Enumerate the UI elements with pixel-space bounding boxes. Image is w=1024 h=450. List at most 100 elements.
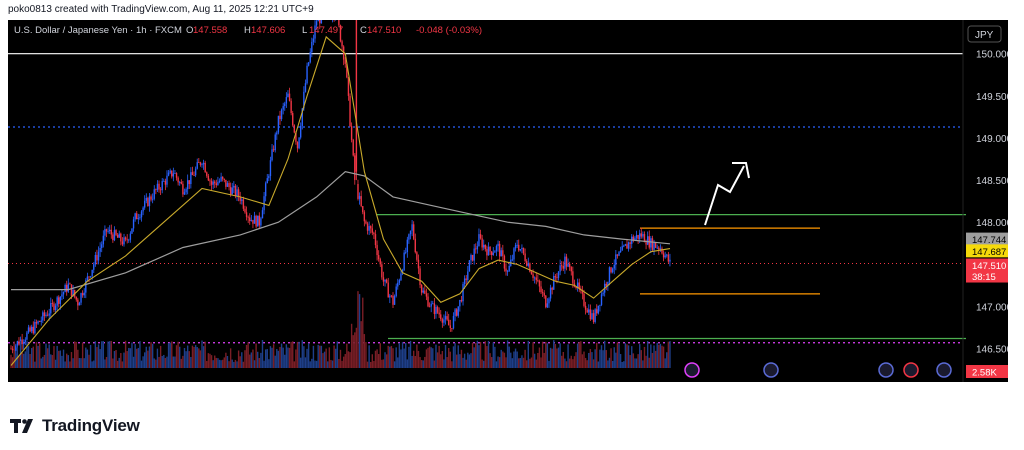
volume-bar xyxy=(389,346,391,368)
volume-bar xyxy=(185,351,187,368)
volume-bar xyxy=(650,344,652,368)
candle-body xyxy=(543,292,545,296)
volume-bar xyxy=(416,344,418,368)
volume-bar xyxy=(349,352,351,368)
candle-body xyxy=(521,247,523,250)
volume-bar xyxy=(137,347,140,368)
candle-body xyxy=(263,196,265,211)
candle-body xyxy=(236,189,238,196)
volume-bar xyxy=(390,345,393,368)
candle-body xyxy=(549,287,552,299)
volume-bar xyxy=(34,361,36,368)
candle-body xyxy=(362,206,364,213)
candle-body xyxy=(619,250,622,253)
volume-bar xyxy=(371,354,374,368)
candle-body xyxy=(48,313,50,316)
volume-bar xyxy=(559,343,561,368)
chart-panel[interactable]: 150.000 149.500 149.000 148.500 148.000 147.5… xyxy=(8,20,1008,382)
candle-body xyxy=(50,303,52,314)
candle-body xyxy=(568,263,571,268)
candle-body xyxy=(10,348,12,350)
candle-body xyxy=(639,233,641,240)
volume-bar xyxy=(393,361,396,368)
volume-bar xyxy=(37,345,39,368)
candle-body xyxy=(108,229,111,232)
volume-bar xyxy=(637,354,639,368)
volume-bar xyxy=(86,349,89,368)
candle-body xyxy=(309,52,311,63)
candle-body xyxy=(102,235,105,245)
volume-bar xyxy=(247,342,249,368)
volume-bar xyxy=(602,350,604,368)
volume-bar xyxy=(271,347,273,368)
volume-bar xyxy=(144,352,146,368)
candlestick-chart[interactable]: 150.000 149.500 149.000 148.500 148.000 147.5… xyxy=(8,20,1008,382)
candle-body xyxy=(54,305,57,310)
candle-body xyxy=(233,185,235,188)
volume-bar xyxy=(252,349,254,368)
candle-body xyxy=(492,252,494,255)
candle-body xyxy=(382,277,385,282)
volume-bar xyxy=(510,352,512,368)
candle-body xyxy=(261,210,264,219)
volume-bar xyxy=(607,360,609,368)
candle-body xyxy=(411,224,413,231)
candle-body xyxy=(186,180,189,190)
volume-bar xyxy=(139,341,141,368)
event-marker-icon xyxy=(903,362,919,378)
volume-bar xyxy=(303,346,305,368)
candle-body xyxy=(465,278,467,280)
volume-bar xyxy=(355,327,358,368)
volume-bar xyxy=(629,355,631,368)
candle-body xyxy=(393,296,396,305)
volume-bar xyxy=(282,347,284,368)
candle-body xyxy=(85,280,87,293)
candle-body xyxy=(503,255,506,269)
volume-bar xyxy=(145,346,147,368)
candle-body xyxy=(588,309,590,313)
volume-bar xyxy=(406,359,409,368)
volume-bar xyxy=(288,347,291,368)
volume-bar xyxy=(473,347,475,368)
volume-bar xyxy=(478,345,480,368)
volume-bar xyxy=(532,342,534,368)
volume-bar xyxy=(599,349,601,368)
volume-bar xyxy=(643,346,646,368)
candle-body xyxy=(486,249,488,256)
moving-average-fast xyxy=(10,35,671,366)
volume-bar xyxy=(541,341,544,368)
candle-body xyxy=(653,242,655,250)
projection-arrow-head xyxy=(732,162,750,179)
candle-body xyxy=(99,247,101,252)
tradingview-brand[interactable]: TradingView xyxy=(10,416,140,436)
share-caption: poko0813 created with TradingView.com, A… xyxy=(8,4,314,15)
candle-body xyxy=(110,229,112,235)
volume-bar xyxy=(632,353,635,368)
volume-bar xyxy=(164,357,167,368)
candle-body xyxy=(320,20,323,24)
legend-key: O xyxy=(186,25,193,36)
candle-body xyxy=(346,63,348,78)
volume-bar xyxy=(397,357,399,368)
volume-bar xyxy=(75,341,77,368)
currency-button[interactable]: JPY xyxy=(967,25,1002,43)
candle-body xyxy=(365,221,367,224)
volume-bar xyxy=(163,354,165,368)
volume-bar xyxy=(385,354,388,368)
candle-body xyxy=(202,162,205,165)
candle-body xyxy=(430,303,432,307)
volume-bar xyxy=(309,361,311,368)
volume-bar xyxy=(527,340,529,368)
volume-bar xyxy=(102,341,105,368)
candle-body xyxy=(307,62,310,66)
candle-body xyxy=(397,282,399,287)
candle-body xyxy=(136,213,138,220)
volume-bar xyxy=(35,342,38,368)
volume-bar xyxy=(578,342,580,368)
volume-bar xyxy=(639,344,641,368)
candle-body xyxy=(444,316,447,320)
volume-bar xyxy=(27,346,30,368)
candle-body xyxy=(247,216,249,218)
symbol-legend: U.S. Dollar / Japanese Yen · 1h · FXCM O 1… xyxy=(14,25,482,36)
candle-body xyxy=(524,253,526,262)
